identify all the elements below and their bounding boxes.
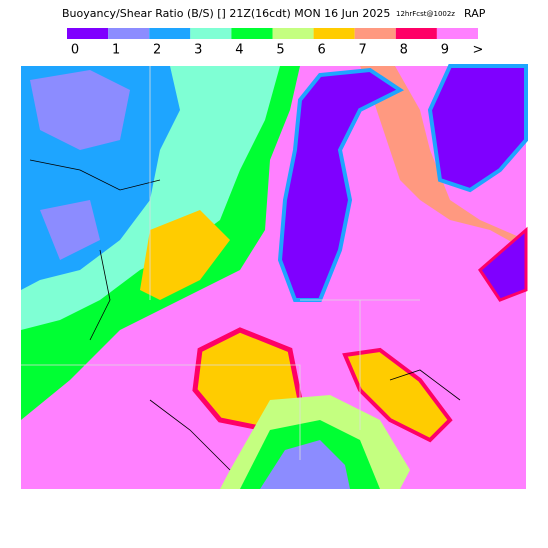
lake-michigan (277, 67, 404, 302)
county-lines (29, 159, 461, 471)
field-yellow (342, 347, 453, 443)
legend-label: 0 (71, 43, 79, 58)
field-lavender (30, 70, 130, 150)
legend-swatch (313, 28, 355, 39)
map (21, 64, 528, 489)
forecast-label: 12hrFcst@1002z (396, 10, 455, 18)
legend-swatch (395, 28, 437, 39)
legend-swatch (149, 28, 191, 39)
lake-erie (478, 226, 528, 302)
field-lavender (260, 440, 350, 489)
legend-label: 3 (194, 43, 202, 58)
legend-label: 7 (359, 43, 367, 58)
legend-swatch (108, 28, 150, 39)
legend-label: 8 (400, 43, 408, 58)
legend-label: 6 (317, 43, 325, 58)
state-borders (21, 66, 420, 460)
legend-swatch (67, 28, 109, 39)
field-lavender (40, 200, 100, 260)
legend-label: 5 (276, 43, 284, 58)
lake-huron (427, 64, 528, 193)
legend-label: 4 (235, 43, 243, 58)
legend-label: 9 (441, 43, 449, 58)
model-label: RAP (464, 7, 486, 20)
field-yellow (140, 210, 230, 300)
legend-swatch (272, 28, 314, 39)
legend-label: 1 (112, 43, 120, 58)
legend-swatch (231, 28, 273, 39)
legend: 0 1 2 3 4 5 6 7 8 9 (67, 28, 478, 58)
legend-overflow: > (473, 43, 484, 58)
legend-label: 2 (153, 43, 161, 58)
legend-swatch (436, 28, 478, 39)
title: Buoyancy/Shear Ratio (B/S) [] 21Z(16cdt)… (62, 7, 390, 20)
legend-swatch (354, 28, 396, 39)
legend-swatch (190, 28, 232, 39)
